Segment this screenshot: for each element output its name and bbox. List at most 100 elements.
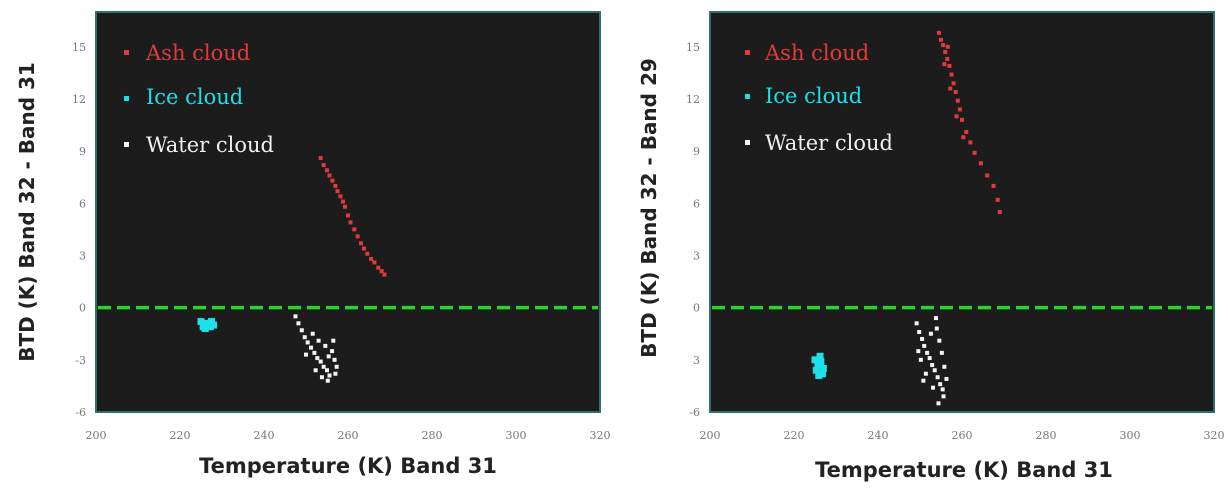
right-y-tick-label: 0 [693, 302, 700, 315]
left-ash-point [372, 260, 377, 265]
right-ash-point [936, 30, 941, 35]
right-x-tick-label: 320 [1204, 429, 1225, 442]
left-ash-point [355, 234, 360, 239]
left-y-tick-label: -3 [75, 354, 86, 367]
right-water-point [933, 316, 938, 321]
left-water-point [305, 340, 310, 345]
left-water-point [330, 349, 335, 354]
left-water-point [323, 343, 328, 348]
right-ash-point [985, 173, 990, 178]
right-ice-point [811, 356, 819, 364]
left-y-axis-label: BTD (K) Band 32 - Band 31 [15, 62, 39, 362]
left-ash-point [376, 265, 381, 270]
left-legend-ash-label: Ash cloud [145, 41, 250, 65]
left-x-tick-label: 220 [170, 429, 191, 442]
right-ash-point [991, 183, 996, 188]
right-ash-point [972, 150, 977, 155]
left-ash-point [348, 220, 353, 225]
left-water-point [331, 338, 336, 343]
left-ash-point [318, 156, 323, 161]
right-ash-point [961, 135, 966, 140]
left-ash-point [365, 251, 370, 256]
left-legend-water-label: Water cloud [146, 133, 274, 157]
right-y-axis-label: BTD (K) Band 32 - Band 29 [637, 58, 661, 358]
left-legend: Ash cloud Ice cloud Water cloud [124, 41, 274, 157]
left-x-tick-label: 240 [254, 429, 275, 442]
left-water-point [302, 335, 307, 340]
left-ash-point [346, 213, 350, 218]
right-x-tick-label: 260 [952, 429, 973, 442]
right-ash-point [953, 90, 958, 94]
right-x-tick-label: 280 [1036, 429, 1057, 442]
right-ash-point [951, 81, 956, 86]
right-y-tick-label: -6 [689, 406, 700, 419]
right-water-point [941, 394, 946, 399]
left-water-point [304, 352, 308, 357]
right-water-point [928, 331, 933, 336]
right-water-point [944, 376, 949, 381]
left-ash-point [382, 272, 387, 277]
left-water-point [318, 359, 323, 364]
right-x-tick-label: 300 [1120, 429, 1141, 442]
left-ash-point [369, 256, 374, 261]
left-ice-point [208, 318, 215, 326]
right-legend-ice-label: Ice cloud [765, 84, 862, 108]
left-ash-point [325, 168, 329, 173]
left-x-tick-label: 280 [422, 429, 443, 442]
right-ice-point [819, 365, 827, 373]
right-ash-point [968, 140, 973, 145]
right-water-point [939, 350, 944, 355]
right-ash-point [942, 62, 947, 67]
left-water-point [327, 373, 332, 378]
right-ice-point [812, 366, 820, 374]
right-ash-point [978, 161, 983, 166]
right-ash-point [947, 63, 952, 68]
left-ash-point [359, 241, 364, 246]
right-scatter-plot: 200 220 240 260 280 300 320 15 12 9 6 3 0 3 -6 Ash clo… [637, 11, 1225, 482]
left-legend-water-marker [124, 142, 129, 147]
right-water-point [931, 385, 936, 390]
right-water-point [930, 363, 935, 368]
right-x-tick-label: 240 [868, 429, 889, 442]
right-ash-point [957, 107, 962, 112]
left-plot-area [95, 11, 601, 413]
right-water-point [923, 371, 928, 376]
left-water-point [332, 357, 337, 362]
left-water-point [333, 371, 338, 376]
left-legend-ice-label: Ice cloud [146, 85, 243, 109]
right-ash-point [997, 210, 1002, 214]
left-water-point [310, 331, 315, 336]
left-x-tick-label: 200 [86, 429, 107, 442]
left-y-tick-label: 3 [79, 249, 86, 262]
right-ash-point [964, 130, 969, 134]
right-water-point [937, 338, 942, 343]
right-water-point [935, 375, 940, 380]
right-ash-point [955, 98, 960, 103]
left-ice-point [199, 323, 207, 331]
left-ash-point [333, 183, 338, 188]
left-x-tick-label: 320 [590, 429, 611, 442]
left-ash-point [321, 163, 326, 168]
right-water-point [938, 382, 943, 387]
right-ash-point [960, 117, 964, 122]
right-water-point [922, 343, 927, 348]
left-ash-point [361, 246, 366, 251]
left-legend-ice-marker [124, 96, 129, 101]
left-ash-point [340, 199, 345, 204]
left-water-point [296, 321, 301, 326]
left-water-point [316, 338, 321, 343]
right-water-point [942, 364, 947, 369]
right-legend: Ash cloud Ice cloud Water cloud [745, 41, 893, 155]
right-y-tick-label: 9 [693, 145, 700, 158]
left-water-point [334, 364, 339, 369]
right-legend-ash-label: Ash cloud [764, 41, 869, 65]
right-y-tick-label: 3 [693, 354, 700, 367]
right-water-point [921, 378, 926, 383]
right-legend-ice-marker [745, 94, 750, 99]
right-water-point [917, 330, 922, 334]
left-ash-point [343, 204, 348, 209]
right-legend-water-label: Water cloud [765, 131, 893, 155]
left-water-point [326, 354, 331, 359]
right-legend-ash-marker [745, 50, 750, 55]
